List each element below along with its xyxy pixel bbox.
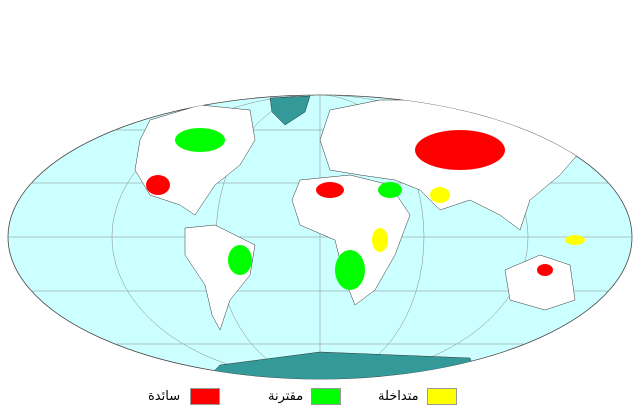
region-dominant: [415, 130, 505, 170]
region-dominant: [146, 175, 170, 195]
region-overlapping: [430, 187, 450, 203]
region-dominant: [537, 264, 553, 276]
legend-swatch: [426, 387, 457, 405]
australia: [504, 254, 576, 311]
legend-swatch: [311, 387, 342, 405]
legend-label: سائدة: [148, 388, 181, 404]
legend-dominant: سائدة: [148, 386, 221, 406]
greenland: [269, 95, 311, 126]
legend-label: متداخلة: [378, 388, 419, 404]
region-overlapping: [372, 228, 388, 252]
region-associated: [228, 245, 252, 275]
legend-overlapping: متداخلة: [378, 386, 457, 406]
region-dominant: [316, 182, 344, 198]
africa: [291, 174, 411, 306]
land: [134, 95, 591, 379]
region-overlapping: [565, 235, 585, 245]
region-associated: [175, 128, 225, 152]
legend-associated: مقترنة: [268, 386, 342, 406]
legend-swatch: [190, 387, 221, 405]
legend-label: مقترنة: [268, 388, 304, 404]
region-associated: [378, 182, 402, 198]
overlay-regions: [146, 128, 585, 290]
world-map: [7, 94, 633, 380]
region-associated: [335, 250, 365, 290]
